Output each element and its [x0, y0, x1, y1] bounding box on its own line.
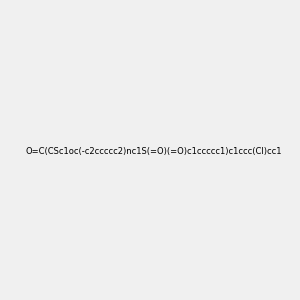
Text: O=C(CSc1oc(-c2ccccc2)nc1S(=O)(=O)c1ccccc1)c1ccc(Cl)cc1: O=C(CSc1oc(-c2ccccc2)nc1S(=O)(=O)c1ccccc…: [26, 147, 282, 156]
